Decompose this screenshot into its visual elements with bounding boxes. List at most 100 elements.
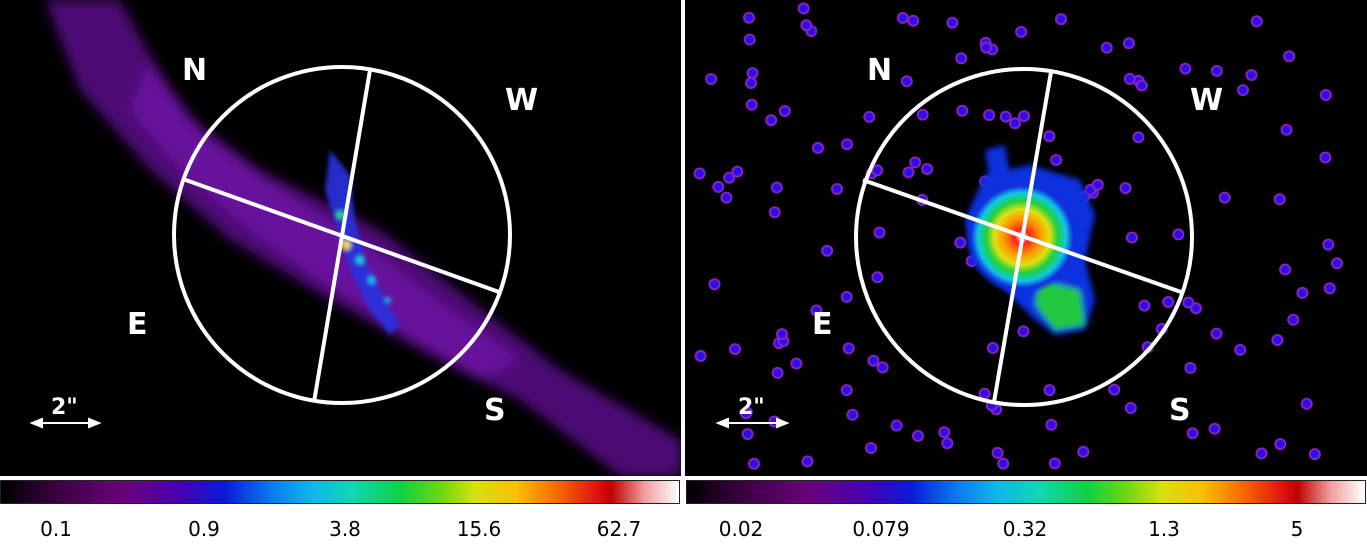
colorbar-tick-label: 0.1 — [40, 517, 72, 541]
point-source-dot — [694, 349, 707, 362]
point-source-dot — [1250, 15, 1263, 28]
colorbar-tick-label: 3.8 — [329, 517, 361, 541]
point-source-dot — [708, 278, 721, 291]
point-source-dot — [840, 290, 853, 303]
point-source-dot — [768, 206, 781, 219]
point-source-dot — [873, 226, 886, 239]
point-source-dot — [896, 11, 909, 24]
point-source-dot — [1162, 296, 1175, 308]
point-source-dot — [712, 180, 725, 193]
point-source-dot — [1210, 327, 1223, 340]
west-label: W — [1190, 83, 1224, 118]
point-source-dot — [907, 14, 920, 27]
colorbar-tick-label: 62.7 — [596, 517, 642, 541]
point-source-dot — [1296, 286, 1309, 299]
point-source-dot — [1179, 62, 1192, 75]
point-source-dot — [743, 33, 756, 46]
point-source-dot — [1308, 448, 1321, 461]
point-source-dot — [955, 52, 968, 65]
scale-label: 2" — [51, 395, 78, 420]
point-source-dot — [1274, 438, 1287, 451]
point-source-dot — [745, 77, 758, 89]
point-source-dot — [986, 341, 999, 354]
point-source-dot — [1043, 130, 1056, 143]
point-source-dot — [1108, 383, 1121, 396]
point-source-dot — [831, 183, 843, 195]
point-source-dot — [991, 446, 1004, 459]
point-source-dot — [771, 366, 784, 379]
point-source-dot — [746, 67, 759, 80]
point-source-dot — [745, 98, 758, 111]
point-source-dot — [800, 19, 813, 32]
left-colorbar — [0, 480, 680, 504]
point-sources — [693, 2, 1343, 470]
point-source-dot — [871, 271, 884, 284]
point-source-dot — [1323, 282, 1336, 295]
point-source-dot — [1273, 193, 1286, 206]
point-source-dot — [1050, 154, 1063, 166]
point-source-dot — [765, 114, 778, 127]
colorbar-tick-label: 5 — [1290, 517, 1304, 541]
aperture-overlay — [172, 65, 512, 405]
point-source-dot — [1319, 89, 1332, 101]
south-label: S — [484, 393, 506, 428]
point-source-dot — [741, 428, 754, 441]
colorbar-tick-label: 15.6 — [456, 517, 502, 541]
point-source-dot — [921, 163, 934, 175]
point-source-dot — [938, 426, 951, 439]
colorbar-tick-label: 0.32 — [1002, 517, 1048, 541]
panel-divider — [681, 0, 685, 478]
colorbar-tick-label: 0.9 — [188, 517, 220, 541]
nebula-emission — [45, 0, 681, 476]
point-source-dot — [729, 343, 741, 356]
point-source-dot — [810, 304, 823, 317]
point-source-dot — [902, 166, 915, 179]
point-source-dot — [1184, 361, 1197, 374]
point-source-dot — [790, 357, 803, 370]
point-source-dot — [1018, 110, 1030, 123]
point-source-dot — [743, 11, 755, 24]
point-source-dot — [1208, 422, 1221, 435]
aperture-circle — [854, 67, 1194, 407]
point-source-dot — [911, 429, 924, 442]
point-source-dot — [801, 455, 814, 468]
point-source-dot — [1245, 69, 1258, 81]
point-source-dot — [1271, 334, 1284, 346]
point-source-dot — [1045, 418, 1058, 431]
point-source-dot — [1048, 457, 1061, 470]
point-source-dot — [1043, 384, 1056, 397]
point-source-dot — [999, 110, 1012, 123]
point-source-dot — [980, 41, 993, 54]
north-label: N — [867, 53, 893, 88]
point-source-dot — [723, 171, 736, 184]
point-source-dot — [841, 138, 853, 151]
left-image-panel: N W E S 2" — [0, 0, 681, 476]
point-source-dot — [1287, 313, 1300, 326]
point-source-dot — [1279, 263, 1292, 276]
left-image-svg — [29, 0, 681, 476]
point-source-dot — [1234, 343, 1247, 356]
point-source-dot — [916, 108, 929, 121]
south-label: S — [1169, 393, 1191, 428]
point-source-dot — [1017, 325, 1030, 338]
colorbar-tick-label: 0.079 — [852, 517, 910, 541]
aperture-circle — [172, 65, 512, 405]
nebula-core — [325, 150, 400, 335]
point-source-dot — [1331, 257, 1343, 270]
colorbar-tick-label: 0.02 — [718, 517, 764, 541]
point-source-dot — [1077, 445, 1090, 458]
north-label: N — [182, 53, 208, 88]
point-source-dot — [946, 16, 959, 29]
point-source-dot — [797, 2, 810, 15]
west-label: W — [505, 83, 539, 118]
point-source-dot — [705, 73, 718, 85]
axis-line-ew — [862, 178, 1182, 294]
point-source-dot — [1091, 178, 1104, 191]
point-source-dot — [812, 141, 824, 154]
point-source-dot — [871, 164, 884, 177]
point-source-dot — [1122, 37, 1135, 50]
point-source-dot — [954, 236, 967, 249]
point-source-dot — [909, 156, 922, 169]
point-source-dot — [1186, 427, 1199, 440]
point-source-dot — [693, 167, 706, 180]
